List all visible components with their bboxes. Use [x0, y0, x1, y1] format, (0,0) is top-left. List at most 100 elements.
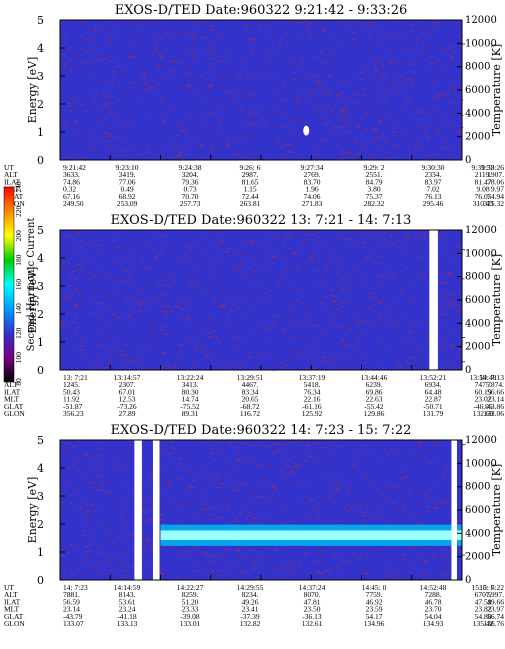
speckle: [122, 505, 125, 507]
speckle: [254, 563, 257, 565]
speckle: [232, 251, 236, 253]
speckle: [124, 576, 129, 578]
speckle: [156, 339, 158, 341]
speckle: [379, 510, 382, 512]
speckle: [185, 315, 190, 317]
speckle: [278, 469, 283, 471]
speckle: [279, 158, 283, 160]
speckle: [112, 74, 117, 76]
speckle: [346, 345, 351, 346]
speckle: [355, 230, 358, 232]
speckle: [166, 318, 169, 320]
speckle: [85, 546, 89, 548]
speckle: [253, 463, 256, 465]
speckle: [340, 126, 344, 128]
speckle: [361, 515, 366, 517]
speckle: [453, 303, 456, 305]
speckle: [410, 152, 412, 154]
speckle: [441, 281, 444, 283]
speckle: [126, 313, 130, 315]
speckle: [157, 83, 162, 85]
speckle: [357, 72, 361, 74]
speckle: [316, 152, 320, 154]
speckle: [327, 440, 330, 442]
speckle: [142, 537, 145, 539]
speckle: [428, 30, 431, 32]
speckle: [228, 571, 231, 573]
speckle: [239, 275, 242, 277]
speckle: [329, 145, 331, 147]
speckle: [114, 34, 117, 36]
speckle: [238, 270, 241, 272]
speckle: [215, 282, 217, 284]
speckle: [211, 265, 213, 267]
speckle: [174, 138, 176, 140]
speckle: [256, 240, 259, 242]
speckle: [258, 322, 261, 324]
speckle: [147, 109, 150, 111]
colorbar-tick-label: 80: [14, 378, 23, 386]
speckle: [78, 145, 80, 147]
speckle: [395, 318, 397, 320]
speckle: [365, 49, 370, 51]
speckle: [187, 123, 189, 125]
speckle: [97, 31, 102, 33]
speckle: [144, 510, 147, 512]
speckle: [196, 240, 199, 242]
speckle: [242, 273, 247, 275]
speckle: [291, 253, 296, 254]
speckle: [281, 257, 285, 259]
speckle: [164, 546, 167, 547]
speckle: [343, 22, 347, 24]
speckle: [263, 330, 266, 332]
table-cell: -75.52: [180, 402, 200, 411]
speckle: [444, 107, 446, 109]
speckle: [181, 124, 183, 126]
speckle: [180, 261, 183, 263]
speckle: [408, 145, 410, 147]
speckle: [341, 22, 343, 24]
speckle: [241, 153, 244, 155]
speckle: [163, 120, 167, 122]
speckle: [325, 459, 327, 461]
speckle: [247, 102, 249, 104]
speckle: [438, 94, 443, 96]
speckle: [268, 237, 270, 239]
speckle: [116, 58, 121, 60]
speckle: [198, 329, 202, 331]
speckle: [353, 552, 356, 554]
speckle: [294, 306, 296, 308]
speckle: [142, 102, 145, 104]
table-cell: 2307.: [119, 380, 136, 389]
table-cell: 50.43: [63, 387, 80, 396]
speckle: [415, 57, 417, 59]
speckle: [95, 552, 99, 554]
speckle: [70, 235, 73, 237]
speckle: [163, 326, 167, 328]
speckle: [231, 465, 234, 467]
speckle: [378, 121, 383, 122]
speckle: [209, 29, 214, 31]
speckle: [405, 22, 408, 24]
speckle: [148, 471, 151, 473]
speckle: [373, 260, 375, 262]
speckle: [60, 360, 64, 361]
speckle: [363, 512, 368, 513]
speckle: [113, 248, 117, 250]
speckle: [267, 515, 271, 517]
speckle: [233, 336, 238, 337]
speckle: [348, 504, 352, 506]
speckle: [199, 512, 203, 514]
speckle: [272, 443, 275, 445]
speckle: [275, 77, 279, 79]
speckle: [405, 338, 409, 340]
speckle: [289, 22, 291, 23]
speckle: [436, 441, 439, 443]
speckle: [458, 549, 461, 551]
speckle: [453, 254, 457, 256]
speckle: [271, 521, 273, 523]
speckle: [180, 350, 183, 351]
speckle: [308, 239, 310, 241]
speckle: [79, 306, 82, 308]
speckle: [154, 49, 158, 51]
